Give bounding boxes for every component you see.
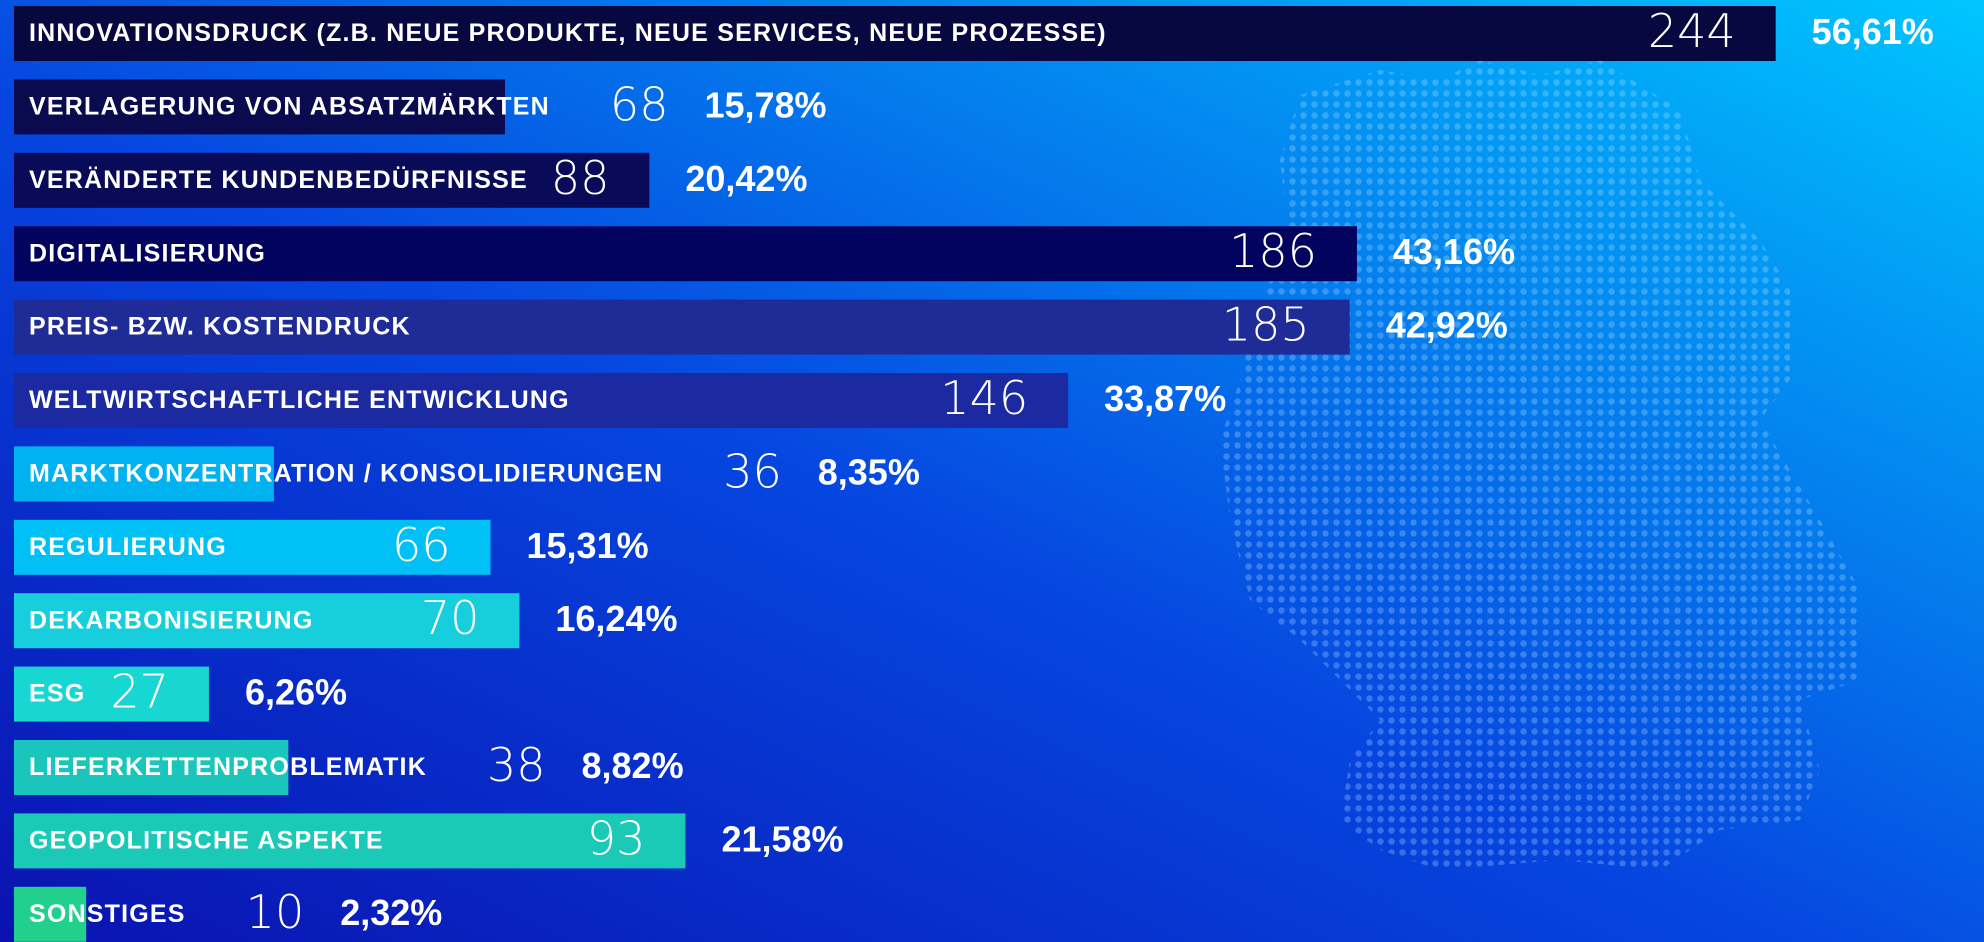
share-label: 16,24% — [555, 598, 677, 639]
bar — [14, 6, 1776, 61]
bar — [14, 519, 491, 575]
bar-label: WELTWIRTSCHAFTLICHE ENTWICKLUNG — [29, 386, 570, 414]
share-label: 56,61% — [1812, 11, 1934, 52]
count-label: 36 — [723, 444, 782, 498]
share-label: 20,42% — [685, 158, 807, 199]
share-label: 43,16% — [1393, 231, 1515, 272]
bar-label: INNOVATIONSDRUCK (Z.B. NEUE PRODUKTE, NE… — [29, 19, 1107, 47]
bar — [14, 446, 274, 502]
bar-label: GEOPOLITISCHE ASPEKTE — [29, 827, 384, 855]
count-label: 186 — [1229, 224, 1317, 278]
count-label: 185 — [1222, 298, 1310, 352]
count-label: 244 — [1648, 4, 1736, 58]
bar — [14, 886, 87, 942]
bar-label: ESG — [29, 680, 85, 708]
count-label: 146 — [940, 371, 1028, 425]
share-label: 8,35% — [818, 451, 920, 492]
bar-label: VERLAGERUNG VON ABSATZMÄRKTEN — [29, 93, 550, 121]
bar — [14, 226, 1357, 282]
bar-label: MARKTKONZENTRATION / KONSOLIDIERUNGEN — [29, 460, 663, 488]
map-decoration — [1220, 60, 1860, 870]
bar — [14, 666, 209, 722]
share-label: 6,26% — [245, 672, 347, 713]
share-label: 15,31% — [527, 525, 649, 566]
share-label: 42,92% — [1386, 305, 1508, 346]
count-label: 27 — [110, 665, 169, 719]
count-label: 38 — [487, 738, 546, 792]
bar — [14, 593, 520, 649]
count-label: 66 — [392, 518, 451, 572]
bar — [14, 373, 1069, 428]
count-label: 10 — [246, 885, 305, 939]
share-label: 2,32% — [340, 892, 442, 933]
bar-label: VERÄNDERTE KUNDENBEDÜRFNISSE — [29, 165, 528, 194]
count-label: 70 — [421, 591, 480, 645]
share-label: 15,78% — [704, 84, 826, 125]
bar — [14, 740, 289, 795]
bar-label: SONSTIGES — [29, 900, 186, 928]
bar-label: REGULIERUNG — [29, 533, 227, 561]
bar-label: LIEFERKETTENPROBLEMATIK — [29, 753, 427, 781]
bar — [14, 152, 650, 208]
bar-label: DIGITALISIERUNG — [29, 239, 266, 267]
share-label: 8,82% — [582, 745, 684, 786]
count-label: 68 — [610, 77, 669, 131]
bar-label: PREIS- BZW. KOSTENDRUCK — [29, 313, 411, 341]
bar — [14, 79, 505, 135]
bar — [14, 813, 686, 869]
bar-label: DEKARBONISIERUNG — [29, 606, 314, 634]
count-label: 88 — [551, 151, 610, 205]
bar — [14, 299, 1350, 355]
share-label: 33,87% — [1104, 378, 1226, 419]
count-label: 93 — [587, 811, 646, 865]
share-label: 21,58% — [721, 818, 843, 859]
